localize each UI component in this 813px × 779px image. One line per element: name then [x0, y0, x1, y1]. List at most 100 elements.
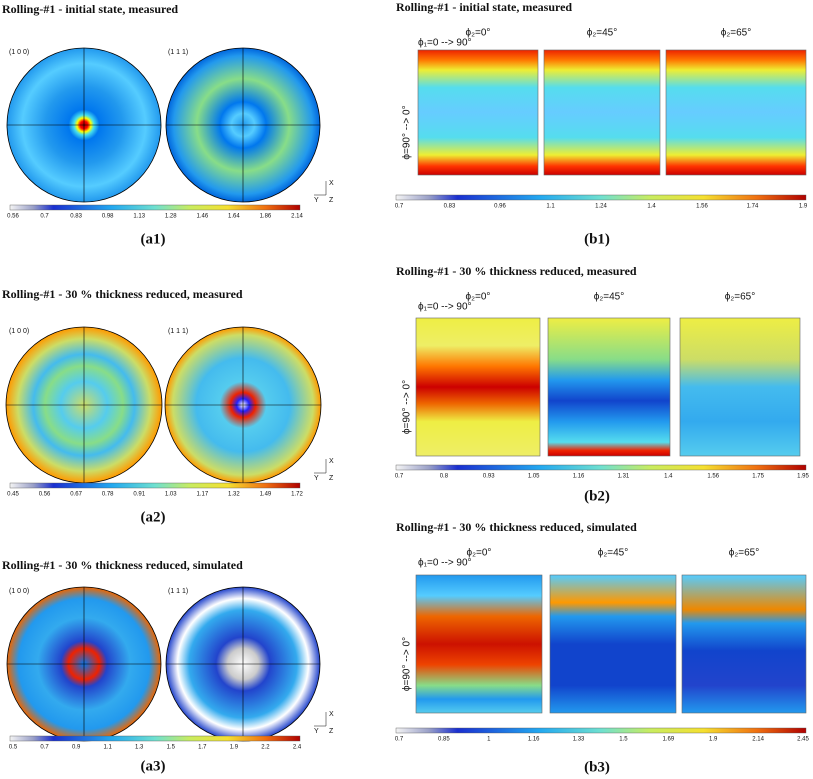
panel-caption: (a3) — [141, 758, 166, 774]
colorbar-tick-label: 1.49 — [260, 492, 272, 498]
colorbar-tick-label: 0.98 — [102, 214, 114, 220]
colorbar-tick-label: 1.1 — [103, 745, 112, 751]
colorbar-tick-label: 1.16 — [573, 474, 585, 480]
pole-label: (1 0 0) — [9, 328, 29, 335]
odf-section — [549, 574, 677, 714]
colorbar-tick-label: 0.9 — [72, 745, 81, 751]
colorbar — [395, 194, 807, 201]
section-label: ϕ₂=45° — [598, 548, 628, 559]
phi1-label: ϕ₁=0 --> 90° — [418, 558, 472, 569]
panel-caption: (a1) — [141, 231, 166, 247]
colorbar-tick-label: 1.7 — [198, 745, 207, 751]
colorbar-tick-label: 1.86 — [260, 214, 272, 220]
colorbar-tick-label: 2.14 — [291, 214, 303, 220]
colorbar-tick-label: 0.56 — [7, 214, 19, 220]
colorbar-tick-label: 0.8 — [440, 474, 449, 480]
colorbar-tick-label: 1.24 — [595, 204, 607, 210]
odf-section — [665, 49, 807, 176]
colorbar-tick-label: 1.9 — [799, 204, 808, 210]
sample-axis-label: Z — [329, 728, 334, 735]
colorbar-tick-label: 0.91 — [133, 492, 145, 498]
colorbar — [395, 464, 807, 471]
phi-label: ϕ=90° --> 0° — [402, 637, 413, 691]
colorbar-tick-label: 1 — [487, 737, 491, 743]
colorbar-tick-label: 0.67 — [70, 492, 82, 498]
colorbar-tick-label: 0.83 — [70, 214, 82, 220]
colorbar-tick-label: 1.64 — [228, 214, 240, 220]
panel-title: Rolling-#1 - 30 % thickness reduced, sim… — [2, 558, 243, 572]
colorbar-tick-label: 0.96 — [494, 204, 506, 210]
colorbar-tick-label: 1.32 — [228, 492, 240, 498]
odf-section — [547, 317, 671, 457]
colorbar-tick-label: 1.74 — [747, 204, 759, 210]
odf-section — [417, 49, 539, 176]
panel-caption: (b1) — [584, 231, 610, 247]
colorbar-tick-label: 1.5 — [167, 745, 176, 751]
colorbar-tick-label: 1.16 — [528, 737, 540, 743]
colorbar-tick-label: 2.14 — [752, 737, 764, 743]
section-label: ϕ₂=65° — [725, 292, 755, 303]
colorbar-tick-label: 0.93 — [483, 474, 495, 480]
colorbar-tick-label: 1.46 — [196, 214, 208, 220]
colorbar-tick-label: 1.72 — [291, 492, 303, 498]
colorbar-tick-label: 1.69 — [662, 737, 674, 743]
sample-axis-label: Y — [314, 475, 319, 482]
colorbar — [9, 204, 301, 211]
colorbar-tick-label: 1.56 — [707, 474, 719, 480]
colorbar-tick-label: 1.4 — [664, 474, 673, 480]
colorbar — [9, 735, 301, 742]
sample-axis-label: Z — [329, 197, 334, 204]
odf-section — [415, 317, 541, 457]
sample-axis-label: X — [329, 180, 334, 187]
colorbar-tick-label: 1.5 — [619, 737, 628, 743]
pole-label: (1 1 1) — [168, 328, 188, 335]
section-label: ϕ₂=45° — [587, 28, 617, 39]
colorbar-tick-label: 1.05 — [528, 474, 540, 480]
colorbar-tick-label: 1.56 — [696, 204, 708, 210]
phi1-label: ϕ₁=0 --> 90° — [418, 38, 472, 49]
colorbar-tick-label: 0.7 — [40, 214, 49, 220]
colorbar-tick-label: 0.85 — [438, 737, 450, 743]
odf-section — [543, 49, 661, 176]
colorbar-tick-label: 1.9 — [230, 745, 239, 751]
colorbar-tick-label: 1.3 — [135, 745, 144, 751]
panel-caption: (b2) — [584, 488, 610, 504]
colorbar-tick-label: 0.7 — [395, 204, 404, 210]
colorbar-tick-label: 0.7 — [395, 737, 404, 743]
colorbar-tick-label: 1.75 — [752, 474, 764, 480]
colorbar — [395, 727, 807, 734]
section-label: ϕ₂=65° — [729, 548, 759, 559]
odf-section — [415, 574, 543, 714]
sample-axis-label: X — [329, 458, 334, 465]
panel-caption: (b3) — [584, 759, 610, 775]
sample-axis-label: Y — [314, 197, 319, 204]
colorbar-tick-label: 2.45 — [797, 737, 809, 743]
colorbar-tick-label: 0.5 — [9, 745, 18, 751]
pole-label: (1 1 1) — [168, 49, 188, 56]
colorbar-tick-label: 2.4 — [293, 745, 302, 751]
colorbar-tick-label: 2.2 — [261, 745, 270, 751]
phi-label: ϕ=90° --> 0° — [402, 105, 413, 159]
colorbar-tick-label: 1.31 — [618, 474, 630, 480]
section-label: ϕ₂=65° — [721, 28, 751, 39]
sample-axis-label: X — [329, 711, 334, 718]
colorbar-tick-label: 0.78 — [102, 492, 114, 498]
section-label: ϕ₂=0° — [466, 292, 491, 303]
colorbar-tick-label: 1.28 — [165, 214, 177, 220]
panel-title: Rolling-#1 - 30 % thickness reduced, sim… — [396, 520, 637, 534]
sample-axis-label: Y — [314, 728, 319, 735]
colorbar-tick-label: 1.95 — [797, 474, 809, 480]
colorbar-tick-label: 0.56 — [39, 492, 51, 498]
panel-title: Rolling-#1 - 30 % thickness reduced, mea… — [2, 287, 243, 301]
colorbar-tick-label: 1.33 — [573, 737, 585, 743]
panel-title: Rolling-#1 - initial state, measured — [2, 2, 178, 16]
pole-label: (1 0 0) — [9, 588, 29, 595]
phi-label: ϕ=90° --> 0° — [402, 380, 413, 434]
colorbar-tick-label: 0.45 — [7, 492, 19, 498]
colorbar — [9, 482, 301, 489]
panel-title: Rolling-#1 - 30 % thickness reduced, mea… — [396, 264, 637, 278]
section-label: ϕ₂=0° — [466, 28, 491, 39]
colorbar-tick-label: 1.13 — [133, 214, 145, 220]
pole-label: (1 0 0) — [9, 49, 29, 56]
